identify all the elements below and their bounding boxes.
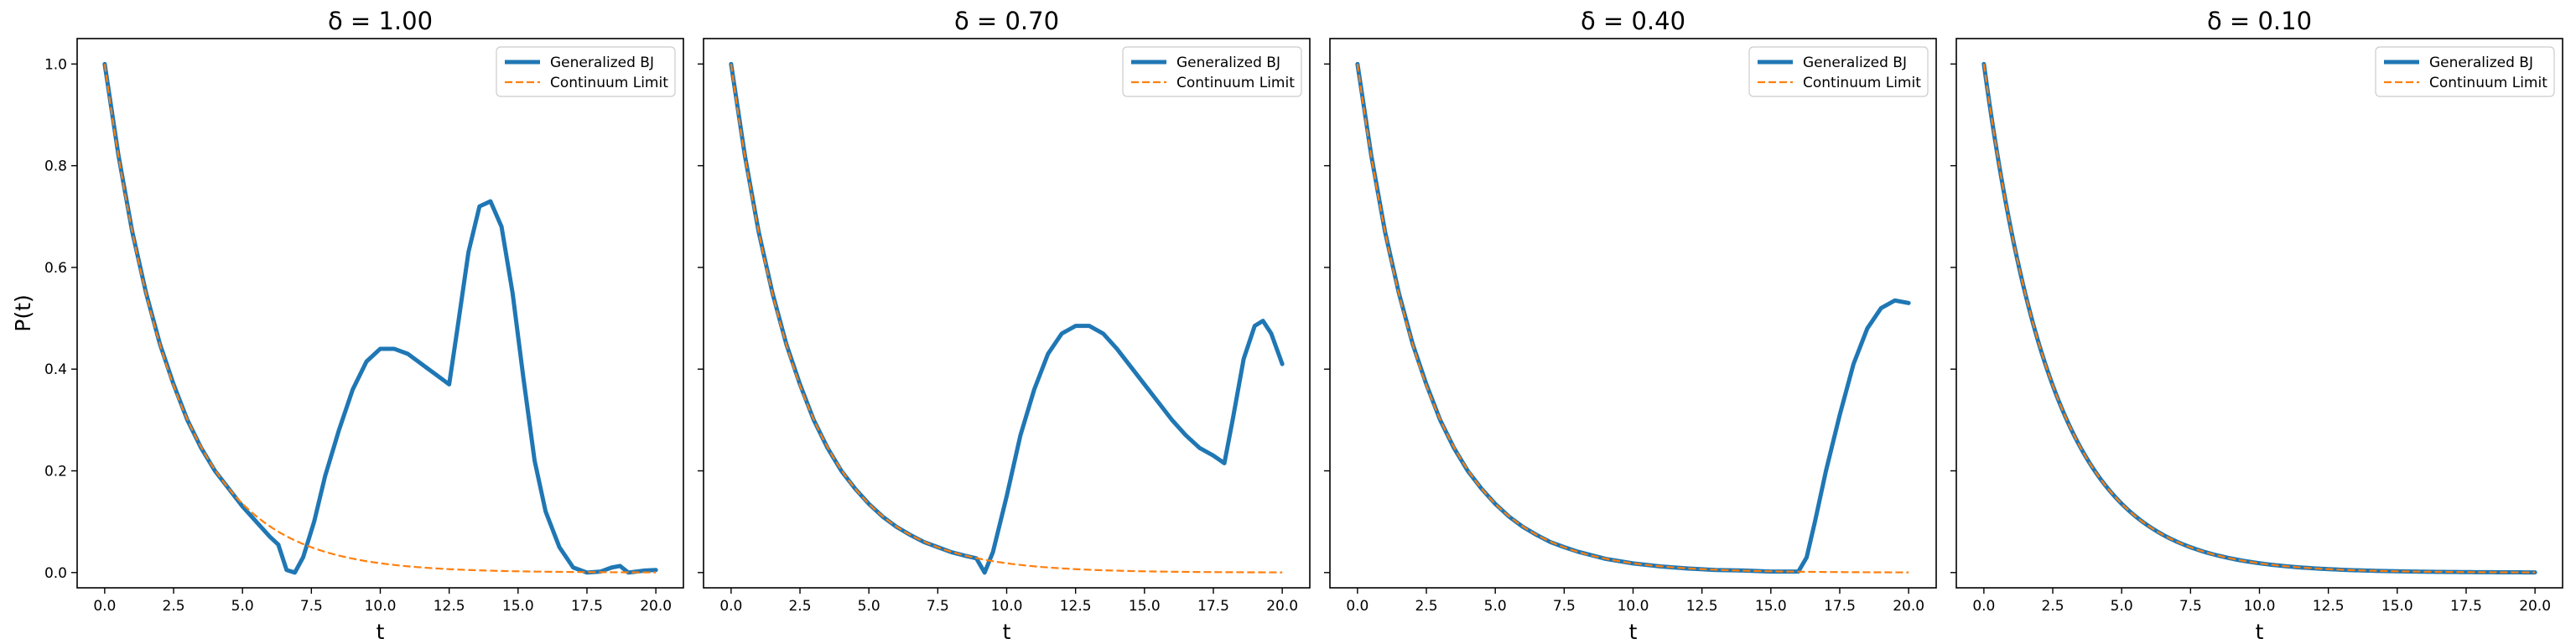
x-tick-label: 15.0 bbox=[1755, 598, 1787, 615]
legend-box bbox=[1122, 46, 1302, 97]
legend-label: Generalized BJ bbox=[2429, 55, 2533, 71]
x-tick-label: 7.5 bbox=[300, 598, 323, 615]
generalized-bj-line bbox=[729, 61, 1285, 575]
panel-title: δ = 0.40 bbox=[1581, 7, 1685, 35]
x-tick-label: 2.5 bbox=[788, 598, 811, 615]
x-tick-label: 2.5 bbox=[162, 598, 184, 615]
x-tick-label: 15.0 bbox=[2381, 598, 2413, 615]
legend-box bbox=[2375, 46, 2555, 97]
panel-1: 0.0 2.5 5.0 7.5 10.0 12.5 15.0 17.5 20.0 0.0 0.2 0.… bbox=[11, 7, 684, 644]
x-tick-label: 0.0 bbox=[719, 598, 742, 615]
x-tick-label: 10.0 bbox=[991, 598, 1023, 615]
x-tick-label: 20.0 bbox=[1893, 598, 1924, 615]
x-tick-label: 17.5 bbox=[2450, 598, 2482, 615]
y-tick-label: 0.2 bbox=[44, 464, 67, 480]
continuum-limit-line bbox=[730, 64, 1283, 574]
x-tick-label: 17.5 bbox=[1824, 598, 1856, 615]
legend-label: Generalized BJ bbox=[550, 55, 654, 71]
x-tick-label: 15.0 bbox=[1129, 598, 1161, 615]
y-tick-label: 1.0 bbox=[44, 56, 67, 73]
x-tick-label: 12.5 bbox=[1686, 598, 1718, 615]
plot-area bbox=[729, 61, 1285, 575]
legend: Generalized BJ Continuum Limit bbox=[496, 46, 676, 97]
x-axis-label: t bbox=[1003, 620, 1011, 644]
y-tick-label: 0.8 bbox=[44, 158, 67, 175]
x-tick-label: 10.0 bbox=[365, 598, 397, 615]
plot-area bbox=[102, 61, 658, 575]
legend: Generalized BJ Continuum Limit bbox=[1122, 46, 1302, 97]
plot-frame bbox=[1955, 38, 2563, 589]
plot-area bbox=[1355, 61, 1911, 574]
continuum-limit-line bbox=[1356, 64, 1909, 574]
legend-label: Generalized BJ bbox=[1803, 55, 1907, 71]
x-tick-label: 7.5 bbox=[1553, 598, 1576, 615]
panel-title: δ = 1.00 bbox=[328, 7, 433, 35]
legend: Generalized BJ Continuum Limit bbox=[2375, 46, 2555, 97]
y-tick-label: 0.6 bbox=[44, 260, 67, 277]
x-tick-label: 0.0 bbox=[1346, 598, 1368, 615]
x-tick-label: 0.0 bbox=[1972, 598, 1995, 615]
x-tick-label: 2.5 bbox=[2041, 598, 2064, 615]
legend-box bbox=[1748, 46, 1929, 97]
y-tick-label: 0.4 bbox=[44, 361, 67, 378]
x-tick-label: 12.5 bbox=[2313, 598, 2345, 615]
legend-label: Continuum Limit bbox=[1803, 75, 1921, 91]
x-tick-label: 5.0 bbox=[2111, 598, 2133, 615]
continuum-limit-line bbox=[103, 64, 657, 574]
legend: Generalized BJ Continuum Limit bbox=[1748, 46, 1929, 97]
panel-2: 0.0 2.5 5.0 7.5 10.0 12.5 15.0 17.5 20.0 δ = 0.70… bbox=[698, 7, 1311, 644]
legend-box bbox=[496, 46, 676, 97]
legend-label: Continuum Limit bbox=[1176, 75, 1295, 91]
x-tick-label: 12.5 bbox=[434, 598, 465, 615]
x-tick-label: 5.0 bbox=[231, 598, 254, 615]
x-tick-label: 7.5 bbox=[927, 598, 949, 615]
x-tick-label: 5.0 bbox=[858, 598, 880, 615]
continuum-limit-line bbox=[1982, 64, 2536, 574]
x-tick-label: 12.5 bbox=[1060, 598, 1092, 615]
x-axis-label: t bbox=[377, 620, 385, 644]
x-tick-label: 20.0 bbox=[640, 598, 672, 615]
x-tick-label: 17.5 bbox=[1197, 598, 1229, 615]
x-axis-label: t bbox=[1629, 620, 1638, 644]
plot-frame bbox=[1329, 38, 1937, 589]
x-tick-label: 7.5 bbox=[2179, 598, 2202, 615]
x-tick-label: 0.0 bbox=[93, 598, 116, 615]
plot-frame bbox=[76, 38, 684, 589]
generalized-bj-line bbox=[1355, 61, 1911, 574]
x-tick-label: 20.0 bbox=[2519, 598, 2551, 615]
x-tick-label: 15.0 bbox=[502, 598, 534, 615]
generalized-bj-line bbox=[102, 61, 658, 575]
panel-4: 0.0 2.5 5.0 7.5 10.0 12.5 15.0 17.5 20.0 δ = 0.10… bbox=[1950, 7, 2563, 644]
legend-label: Continuum Limit bbox=[550, 75, 668, 91]
x-tick-label: 10.0 bbox=[2244, 598, 2276, 615]
panel-3: 0.0 2.5 5.0 7.5 10.0 12.5 15.0 17.5 20.0 δ = 0.40… bbox=[1324, 7, 1937, 644]
plot-area bbox=[1981, 61, 2537, 575]
legend-label: Generalized BJ bbox=[1176, 55, 1280, 71]
x-tick-label: 10.0 bbox=[1618, 598, 1649, 615]
generalized-bj-line bbox=[1981, 61, 2537, 575]
plot-frame bbox=[703, 38, 1311, 589]
y-tick-label: 0.0 bbox=[44, 565, 67, 582]
x-axis-label: t bbox=[2256, 620, 2264, 644]
x-tick-label: 2.5 bbox=[1415, 598, 1437, 615]
legend-label: Continuum Limit bbox=[2429, 75, 2547, 91]
x-tick-label: 20.0 bbox=[1266, 598, 1298, 615]
x-tick-label: 17.5 bbox=[571, 598, 603, 615]
panel-title: δ = 0.70 bbox=[954, 7, 1059, 35]
x-tick-label: 5.0 bbox=[1484, 598, 1507, 615]
y-axis-label: P(t) bbox=[11, 294, 35, 331]
panel-title: δ = 0.10 bbox=[2207, 7, 2312, 35]
